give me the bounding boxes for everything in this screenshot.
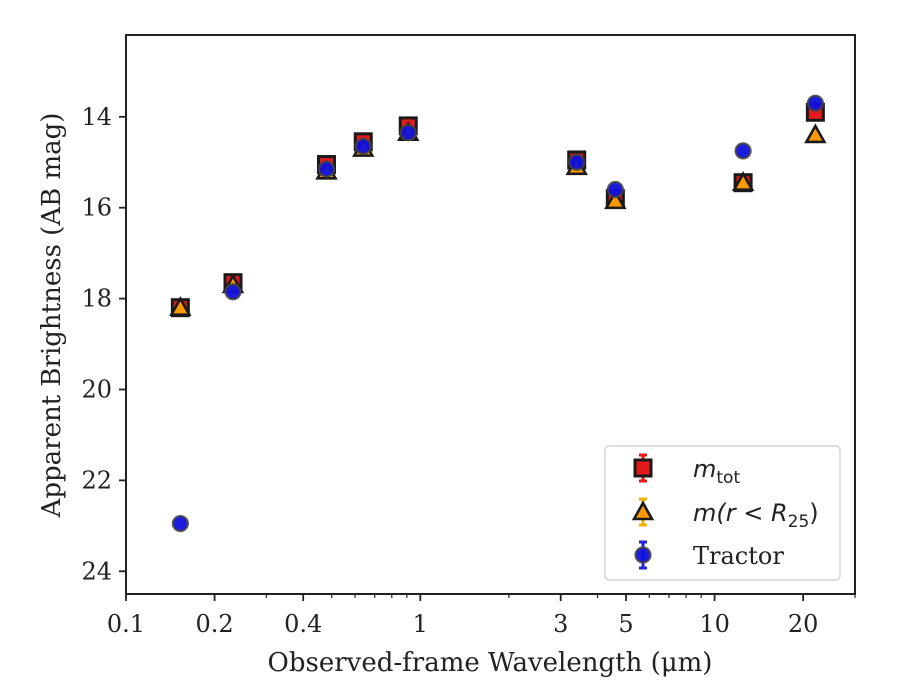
circle-point bbox=[354, 137, 372, 155]
plot-frame bbox=[125, 34, 856, 595]
legend-label-sub: 25 bbox=[788, 512, 810, 532]
legend-label: m(r < R25) bbox=[693, 499, 819, 532]
x-tick-label: 0.2 bbox=[196, 610, 234, 638]
circle-point bbox=[317, 160, 336, 178]
x-tick-label: 3 bbox=[553, 610, 568, 638]
circle-point bbox=[224, 283, 242, 301]
circle-point bbox=[606, 180, 624, 199]
circle-point bbox=[734, 142, 752, 160]
y-tick-label: 24 bbox=[81, 557, 112, 585]
y-tick-label: 20 bbox=[81, 375, 112, 403]
y-tick-label: 22 bbox=[81, 466, 112, 494]
x-tick-label: 10 bbox=[699, 610, 730, 638]
x-axis: 0.1 0.2 0.4 1 3 5 10 20 bbox=[107, 594, 856, 638]
x-tick-label: 0.1 bbox=[107, 610, 145, 638]
y-tick-label: 16 bbox=[81, 194, 112, 222]
y-axis: 14 16 18 20 22 24 bbox=[81, 103, 126, 585]
legend-label-sub: tot bbox=[716, 468, 740, 488]
legend-label-main: m bbox=[693, 455, 716, 483]
x-tick-label: 1 bbox=[413, 610, 428, 638]
x-axis-title: Observed-frame Wavelength (μm) bbox=[268, 648, 713, 678]
circle-point bbox=[806, 94, 824, 112]
triangle-point bbox=[731, 171, 755, 192]
triangle-point bbox=[804, 123, 827, 144]
circle-point bbox=[171, 514, 189, 533]
plot-area bbox=[125, 34, 856, 595]
legend: mtot m(r < R25) Tractor bbox=[604, 445, 841, 581]
x-tick-label: 20 bbox=[788, 610, 819, 638]
circle-point bbox=[399, 124, 417, 142]
legend-label: mtot bbox=[693, 455, 740, 488]
legend-triangle-marker bbox=[631, 500, 655, 521]
legend-square-marker bbox=[633, 458, 653, 478]
y-tick-label: 14 bbox=[81, 103, 112, 131]
circle-point bbox=[568, 153, 586, 171]
legend-label-main: m(r < R bbox=[693, 499, 788, 527]
legend-circle-marker bbox=[634, 546, 652, 564]
legend-label-suffix: ) bbox=[809, 499, 818, 527]
series-layer bbox=[169, 94, 827, 533]
triangle-point bbox=[604, 189, 627, 210]
triangle-point bbox=[169, 296, 192, 316]
legend-frame bbox=[604, 445, 841, 581]
x-tick-label: 0.4 bbox=[284, 610, 322, 638]
x-tick-label: 5 bbox=[618, 610, 633, 638]
legend-label: Tractor bbox=[693, 542, 784, 570]
y-tick-label: 18 bbox=[81, 285, 112, 313]
series-circle bbox=[171, 94, 824, 533]
y-axis-title: Apparent Brightness (AB mag) bbox=[37, 113, 67, 519]
